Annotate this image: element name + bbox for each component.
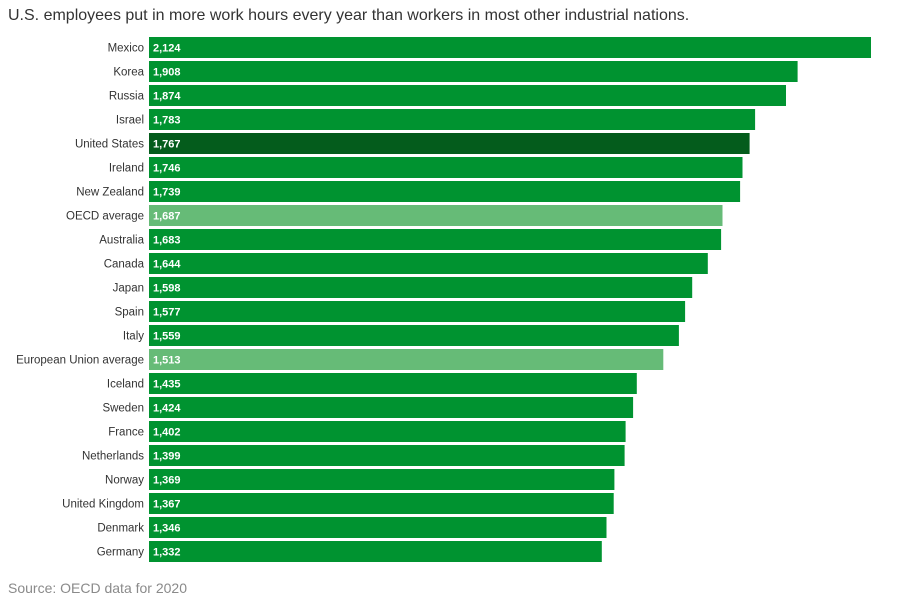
category-label: Mexico [108,43,144,55]
value-label: 1,424 [153,403,181,415]
category-label: Israel [116,115,144,127]
value-label: 1,739 [153,187,181,199]
bar-germany [149,541,602,562]
value-label: 2,124 [153,43,181,55]
bar-korea [149,61,798,82]
category-label: Italy [123,331,144,343]
bar-iceland [149,373,637,394]
category-label: OECD average [66,211,144,223]
category-label: Canada [104,259,145,271]
category-label: Denmark [97,523,144,535]
bar-new-zealand [149,181,741,202]
value-label: 1,435 [153,379,181,391]
bar-sweden [149,397,634,418]
value-label: 1,577 [153,307,181,319]
category-label: United States [75,139,144,151]
category-label: Ireland [109,163,144,175]
category-label: France [108,427,144,439]
value-label: 1,399 [153,451,181,463]
value-label: 1,687 [153,211,181,223]
value-label: 1,683 [153,235,181,247]
category-label: Germany [97,547,145,559]
source-note: Source: OECD data for 2020 [8,580,187,596]
value-label: 1,783 [153,115,181,127]
category-label: European Union average [16,355,144,367]
bar-italy [149,325,679,346]
category-label: Korea [113,67,144,79]
category-label: United Kingdom [62,499,144,511]
value-label: 1,559 [153,331,181,343]
bar-russia [149,85,786,106]
bar-denmark [149,517,607,538]
category-label: Iceland [107,379,144,391]
category-label: Sweden [102,403,144,415]
bar-australia [149,229,722,250]
category-label: Australia [99,235,144,247]
bar-ireland [149,157,743,178]
value-label: 1,346 [153,523,181,535]
bar-netherlands [149,445,625,466]
category-label: Japan [113,283,144,295]
value-label: 1,367 [153,499,181,511]
bar-european-union-average [149,349,664,370]
value-label: 1,644 [153,259,181,271]
category-label: Russia [109,91,145,103]
bar-japan [149,277,693,298]
value-label: 1,402 [153,427,181,439]
value-label: 1,767 [153,139,181,151]
bar-israel [149,109,756,130]
value-label: 1,369 [153,475,181,487]
bar-united-kingdom [149,493,614,514]
bar-france [149,421,626,442]
value-label: 1,908 [153,67,181,79]
chart-title: U.S. employees put in more work hours ev… [8,7,690,24]
bar-oecd-average [149,205,723,226]
category-label: Netherlands [82,451,144,463]
bar-spain [149,301,686,322]
bar-canada [149,253,708,274]
bar-mexico [149,37,871,58]
bar-united-states [149,133,750,154]
category-label: Norway [105,475,144,487]
value-label: 1,874 [153,91,181,103]
category-label: New Zealand [76,187,144,199]
value-label: 1,598 [153,283,181,295]
value-label: 1,332 [153,547,181,559]
category-label: Spain [115,307,144,319]
bar-norway [149,469,615,490]
value-label: 1,746 [153,163,181,175]
value-label: 1,513 [153,355,181,367]
